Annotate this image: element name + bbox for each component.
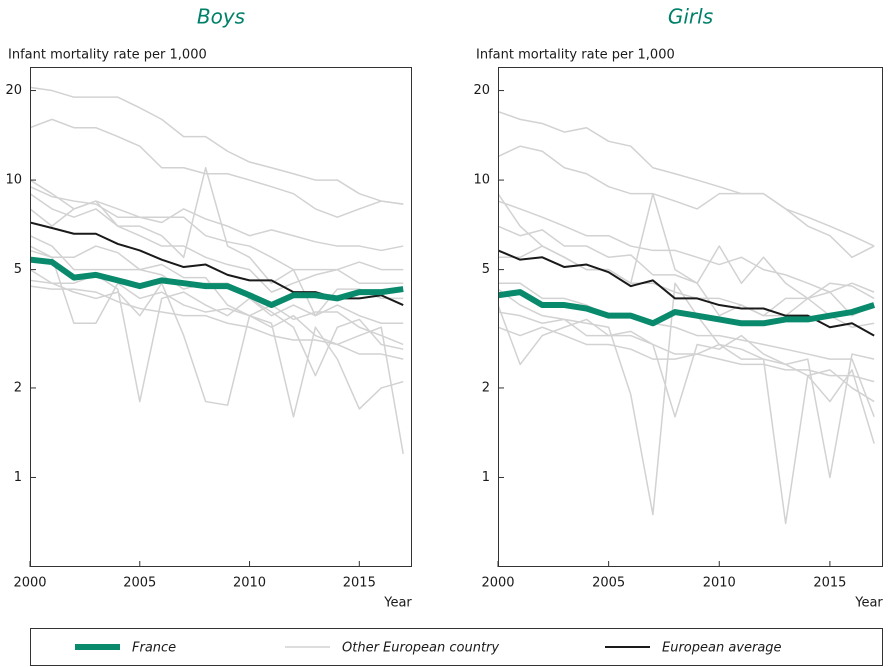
series-line — [30, 167, 404, 317]
y-tick-label: 1 — [482, 470, 490, 485]
series-line — [498, 192, 875, 317]
legend-label: France — [132, 641, 176, 656]
plot-frame — [30, 67, 412, 567]
legend-label: Other European country — [342, 641, 499, 656]
y-tick-label: 2 — [482, 380, 490, 395]
series-line — [498, 110, 875, 247]
y-tick-label: 20 — [473, 83, 490, 98]
series-line — [30, 86, 404, 205]
x-tick-label: 2010 — [233, 576, 266, 591]
series-line — [30, 200, 404, 293]
y-tick-label: 1 — [14, 470, 22, 485]
series-line — [498, 311, 875, 403]
x-tick-label: 2005 — [123, 576, 156, 591]
series-line — [498, 249, 875, 337]
series-line — [30, 249, 404, 418]
x-tick-label: 2015 — [813, 576, 846, 591]
series-line — [30, 245, 404, 346]
x-axis-label: Year — [383, 596, 412, 611]
series-line — [498, 245, 875, 328]
series-line — [498, 326, 875, 383]
series-line — [30, 179, 404, 284]
x-tick-label: 2015 — [343, 576, 376, 591]
panel-title: Girls — [668, 5, 713, 29]
y-tick-label: 10 — [5, 173, 22, 188]
x-axis-label: Year — [854, 596, 883, 611]
series-line — [30, 279, 404, 455]
series-line — [498, 225, 875, 300]
series-line — [30, 256, 404, 309]
x-tick-label: 2010 — [703, 576, 736, 591]
series-line — [30, 186, 404, 252]
y-tick-label: 5 — [14, 262, 22, 277]
series-line — [498, 200, 875, 293]
legend-box — [30, 628, 883, 666]
y-tick-label: 20 — [5, 83, 22, 98]
x-tick-label: 2000 — [13, 576, 46, 591]
series-line — [30, 285, 404, 360]
series-line — [30, 118, 404, 218]
x-tick-label: 2000 — [481, 576, 514, 591]
x-tick-label: 2005 — [592, 576, 625, 591]
series-line — [498, 282, 875, 418]
series-line — [498, 145, 875, 259]
y-axis-label: Infant mortality rate per 1,000 — [476, 48, 675, 63]
series-line — [498, 289, 876, 327]
plot-area — [30, 86, 404, 455]
y-axis-label: Infant mortality rate per 1,000 — [8, 48, 207, 63]
plot-area — [498, 110, 876, 525]
y-tick-label: 2 — [14, 380, 22, 395]
panel-title: Boys — [197, 5, 245, 29]
y-tick-label: 10 — [473, 173, 490, 188]
plot-frame — [498, 67, 883, 567]
y-tick-label: 5 — [482, 262, 490, 277]
series-line — [498, 304, 875, 479]
legend-label: European average — [662, 641, 782, 656]
